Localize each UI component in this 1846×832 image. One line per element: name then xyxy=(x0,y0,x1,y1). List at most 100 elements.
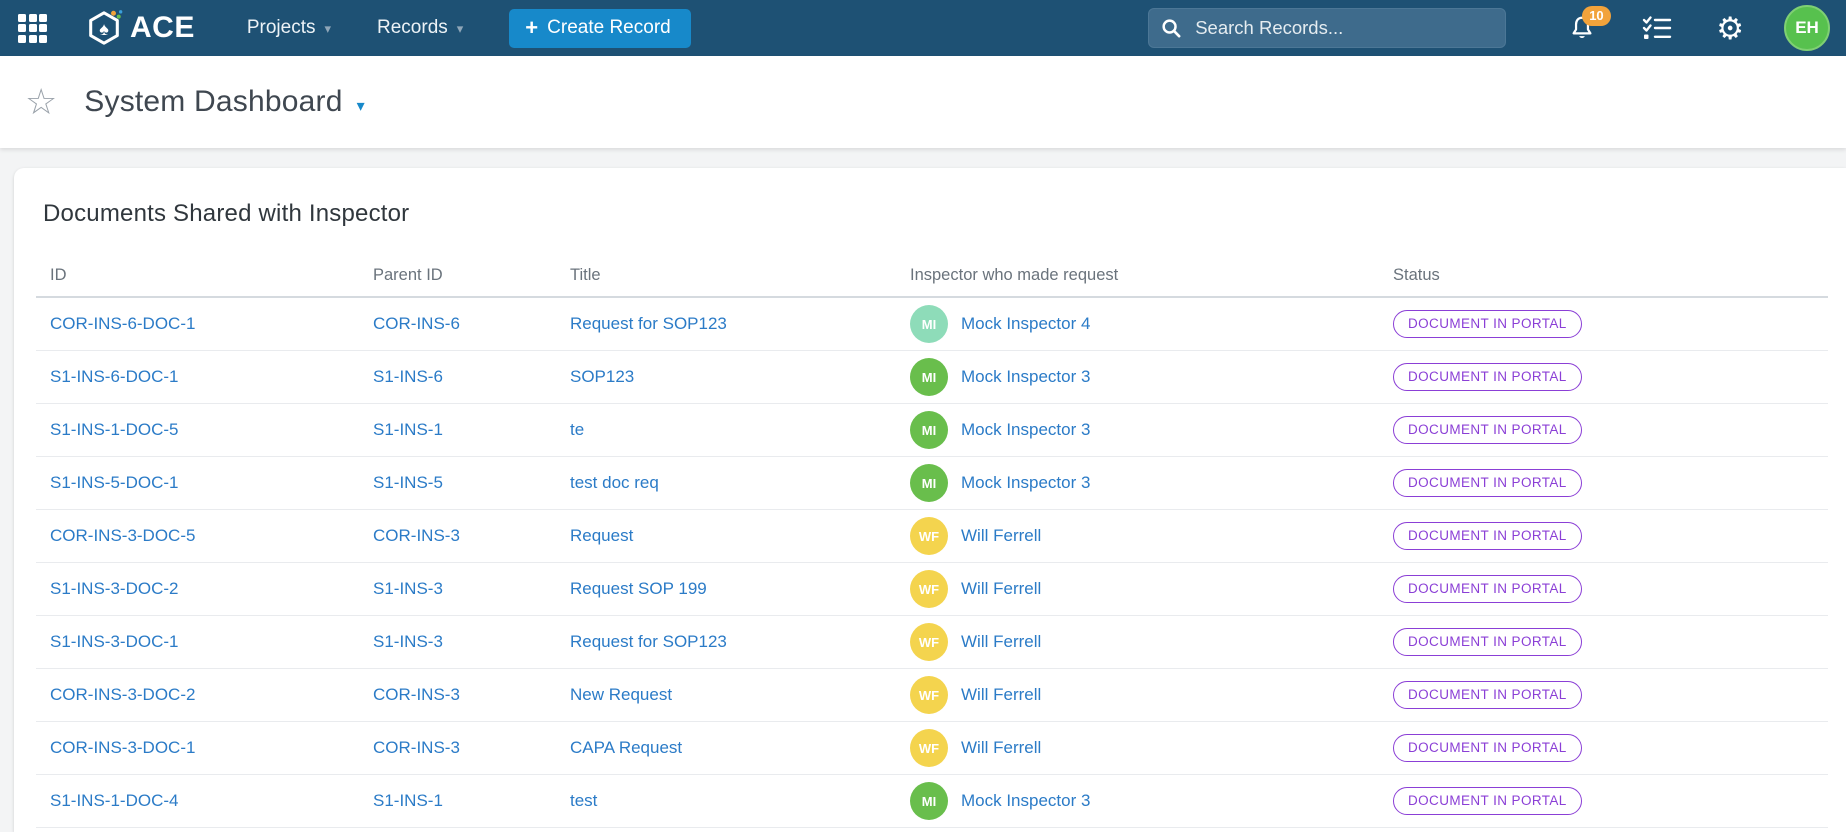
id-cell: S1-INS-5-DOC-1 xyxy=(36,473,359,493)
inspector-link[interactable]: Mock Inspector 4 xyxy=(961,314,1091,333)
inspector-avatar: MI xyxy=(910,782,948,820)
row-title-link[interactable]: SOP123 xyxy=(570,367,635,386)
nav-item-records[interactable]: Records ▾ xyxy=(377,17,464,38)
row-id-link[interactable]: S1-INS-5-DOC-1 xyxy=(50,473,179,492)
create-record-button[interactable]: + Create Record xyxy=(509,8,691,48)
title-cell: CAPA Request xyxy=(556,738,896,758)
row-parent-id-link[interactable]: S1-INS-3 xyxy=(373,579,443,598)
row-parent-id-link[interactable]: COR-INS-3 xyxy=(373,738,460,757)
inspector-link[interactable]: Will Ferrell xyxy=(961,632,1042,651)
row-id-link[interactable]: S1-INS-3-DOC-2 xyxy=(50,579,179,598)
id-cell: COR-INS-3-DOC-5 xyxy=(36,526,359,546)
title-cell: SOP123 xyxy=(556,367,896,387)
user-avatar[interactable]: EH xyxy=(1784,5,1830,51)
row-title-link[interactable]: Request for SOP123 xyxy=(570,632,727,651)
notification-count-badge: 10 xyxy=(1582,6,1611,26)
title-cell: Request SOP 199 xyxy=(556,579,896,599)
row-parent-id-link[interactable]: S1-INS-5 xyxy=(373,473,443,492)
chevron-down-icon: ▾ xyxy=(324,21,332,36)
inspector-link[interactable]: Mock Inspector 3 xyxy=(961,473,1091,492)
column-header-status: Status xyxy=(1393,265,1440,284)
table-row: S1-INS-3-DOC-2 S1-INS-3 Request SOP 199 WF W… xyxy=(36,563,1828,616)
row-parent-id-link[interactable]: S1-INS-1 xyxy=(373,791,443,810)
status-badge: DOCUMENT IN PORTAL xyxy=(1393,734,1582,762)
svg-text:♠: ♠ xyxy=(99,19,109,39)
row-id-link[interactable]: S1-INS-3-DOC-1 xyxy=(50,632,179,651)
row-parent-id-link[interactable]: COR-INS-3 xyxy=(373,526,460,545)
dashboard-selector-caret-icon[interactable]: ▾ xyxy=(356,98,365,115)
status-badge: DOCUMENT IN PORTAL xyxy=(1393,469,1582,497)
inspector-link[interactable]: Will Ferrell xyxy=(961,579,1042,598)
inspector-cell: MI Mock Inspector 3 xyxy=(896,782,1379,820)
row-id-link[interactable]: COR-INS-3-DOC-5 xyxy=(50,526,196,545)
plus-icon: + xyxy=(525,14,539,40)
row-id-link[interactable]: COR-INS-6-DOC-1 xyxy=(50,314,196,333)
row-title-link[interactable]: CAPA Request xyxy=(570,738,683,757)
gear-icon: ⚙ xyxy=(1716,10,1744,46)
status-cell: DOCUMENT IN PORTAL xyxy=(1379,681,1828,709)
row-title-link[interactable]: Request SOP 199 xyxy=(570,579,707,598)
nav-item-projects[interactable]: Projects ▾ xyxy=(246,17,332,38)
search-input[interactable] xyxy=(1195,17,1476,39)
favorite-star-icon[interactable]: ☆ xyxy=(25,81,58,122)
app-grid-icon[interactable] xyxy=(18,13,47,43)
inspector-link[interactable]: Mock Inspector 3 xyxy=(961,367,1091,386)
row-title-link[interactable]: Request for SOP123 xyxy=(570,314,727,333)
id-cell: S1-INS-1-DOC-4 xyxy=(36,791,359,811)
row-title-link[interactable]: te xyxy=(570,420,585,439)
column-header-title: Title xyxy=(570,265,601,284)
inspector-avatar: WF xyxy=(910,570,948,608)
parent-id-cell: S1-INS-3 xyxy=(359,579,556,599)
title-cell: Request xyxy=(556,526,896,546)
notifications-button[interactable]: 10 xyxy=(1568,6,1611,42)
row-id-link[interactable]: COR-INS-3-DOC-2 xyxy=(50,685,196,704)
row-id-link[interactable]: S1-INS-6-DOC-1 xyxy=(50,367,179,386)
row-title-link[interactable]: New Request xyxy=(570,685,673,704)
table-row: S1-INS-5-DOC-1 S1-INS-5 test doc req MI Mock… xyxy=(36,457,1828,510)
row-id-link[interactable]: S1-INS-1-DOC-4 xyxy=(50,791,179,810)
row-title-link[interactable]: test doc req xyxy=(570,473,659,492)
inspector-link[interactable]: Mock Inspector 3 xyxy=(961,420,1091,439)
inspector-avatar: WF xyxy=(910,676,948,714)
inspector-avatar: MI xyxy=(910,411,948,449)
page-header: ☆ System Dashboard ▾ xyxy=(0,56,1846,148)
inspector-link[interactable]: Will Ferrell xyxy=(961,526,1042,545)
status-cell: DOCUMENT IN PORTAL xyxy=(1379,575,1828,603)
column-header-parent-id: Parent ID xyxy=(373,265,443,284)
status-cell: DOCUMENT IN PORTAL xyxy=(1379,734,1828,762)
row-title-link[interactable]: Request xyxy=(570,526,634,545)
table-row: COR-INS-3-DOC-1 COR-INS-3 CAPA Request WF Wi… xyxy=(36,722,1828,775)
column-header-inspector: Inspector who made request xyxy=(910,265,1119,284)
status-cell: DOCUMENT IN PORTAL xyxy=(1379,469,1828,497)
row-parent-id-link[interactable]: COR-INS-6 xyxy=(373,314,460,333)
row-parent-id-link[interactable]: S1-INS-1 xyxy=(373,420,443,439)
content-area: Documents Shared with Inspector ID Paren… xyxy=(0,148,1846,832)
settings-button[interactable]: ⚙ xyxy=(1716,13,1744,44)
row-parent-id-link[interactable]: S1-INS-3 xyxy=(373,632,443,651)
inspector-link[interactable]: Mock Inspector 3 xyxy=(961,791,1091,810)
tasks-button[interactable] xyxy=(1642,15,1672,41)
title-cell: Request for SOP123 xyxy=(556,632,896,652)
inspector-avatar: WF xyxy=(910,623,948,661)
inspector-cell: WF Will Ferrell xyxy=(896,517,1379,555)
id-cell: COR-INS-6-DOC-1 xyxy=(36,314,359,334)
table-row: S1-INS-6-DOC-1 S1-INS-6 SOP123 MI Mock Inspe… xyxy=(36,351,1828,404)
inspector-avatar: MI xyxy=(910,464,948,502)
id-cell: COR-INS-3-DOC-1 xyxy=(36,738,359,758)
inspector-link[interactable]: Will Ferrell xyxy=(961,738,1042,757)
id-cell: S1-INS-3-DOC-2 xyxy=(36,579,359,599)
ace-logo[interactable]: ♠ ACE xyxy=(85,9,195,47)
parent-id-cell: S1-INS-1 xyxy=(359,791,556,811)
search-box[interactable] xyxy=(1148,8,1507,48)
inspector-cell: WF Will Ferrell xyxy=(896,570,1379,608)
row-id-link[interactable]: COR-INS-3-DOC-1 xyxy=(50,738,196,757)
ace-hexagon-spade-icon: ♠ xyxy=(89,10,123,45)
inspector-cell: MI Mock Inspector 3 xyxy=(896,464,1379,502)
inspector-link[interactable]: Will Ferrell xyxy=(961,685,1042,704)
row-id-link[interactable]: S1-INS-1-DOC-5 xyxy=(50,420,179,439)
row-parent-id-link[interactable]: COR-INS-3 xyxy=(373,685,460,704)
row-title-link[interactable]: test xyxy=(570,791,598,810)
row-parent-id-link[interactable]: S1-INS-6 xyxy=(373,367,443,386)
status-badge: DOCUMENT IN PORTAL xyxy=(1393,787,1582,815)
inspector-avatar: MI xyxy=(910,305,948,343)
